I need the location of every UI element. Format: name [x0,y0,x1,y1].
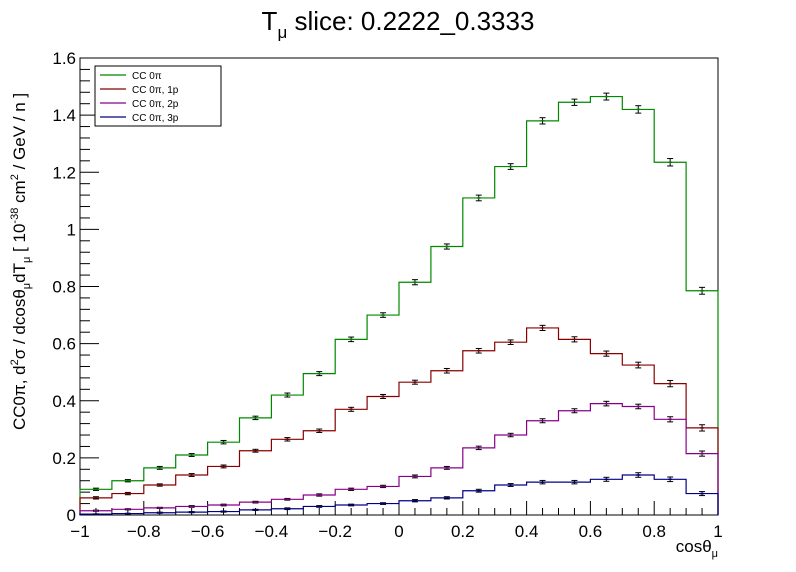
y-axis-label-part: dT [10,263,29,283]
y-axis-label-sup: 2 [9,359,21,365]
y-axis-label-part: [ 10 [10,224,29,257]
legend-label: CC 0π [132,71,162,82]
y-axis-label-sup: 2 [9,174,21,180]
y-axis-label-sub: μ [21,283,33,289]
y-tick-label: 1 [67,220,76,239]
histogram-series [79,92,719,515]
x-tick-label: 0.2 [451,522,475,541]
x-tick-label: −0.8 [127,522,161,541]
y-tick-label: 1.4 [52,106,76,125]
legend-label: CC 0π, 3p [132,113,179,124]
y-tick-label: 0.6 [52,335,76,354]
x-tick-label: −0.2 [318,522,352,541]
y-tick-label: 1.6 [52,49,76,68]
x-tick-label: 0.8 [642,522,666,541]
legend-label: CC 0π, 2p [132,99,179,110]
legend-box [94,65,222,127]
x-tick-label: 1 [713,522,722,541]
x-tick-label: 0.6 [579,522,603,541]
y-axis-label-part: cm [10,180,29,207]
y-axis-label-sup: -38 [9,208,21,224]
chart-title-main: T [262,6,278,36]
y-tick-label: 1.2 [52,163,76,182]
y-axis-label-part: / GeV / n ] [10,93,29,174]
chart-title-sub: μ [277,23,287,42]
series-line-2 [79,327,719,515]
axis-ticks: −1 −0.8 −0.6 −0.4 −0.2 0 0.2 0.4 0.6 0.8 1 0 0.2 0.4 0… [52,49,722,541]
y-axis-label-part: CC0π, d [10,365,29,430]
x-axis-label-main: cosθ [676,537,712,556]
series-line-3 [79,403,719,515]
x-tick-label: −1 [70,522,89,541]
x-tick-label: −0.4 [255,522,289,541]
x-axis-label-sub: μ [712,548,718,560]
y-tick-label: 0.8 [52,278,76,297]
y-tick-label: 0.2 [52,449,76,468]
legend-label: CC 0π, 1p [132,85,179,96]
chart-title-rest: slice: 0.2222_0.3333 [287,6,534,36]
y-axis-label-part: σ / dcosθ [10,289,29,359]
legend: CC 0π CC 0π, 1p CC 0π, 2p CC 0π, 3p [94,65,222,127]
y-axis-label-sub: μ [21,257,33,263]
legend-items: CC 0π CC 0π, 1p CC 0π, 2p CC 0π, 3p [100,71,179,124]
chart-title: Tμ slice: 0.2222_0.3333 [262,6,535,42]
series-line-1 [79,95,719,515]
y-tick-label: 0.4 [52,392,76,411]
x-tick-label: 0.4 [515,522,539,541]
y-tick-label: 0 [67,506,76,525]
x-tick-label: 0 [394,522,403,541]
x-axis-label: cosθμ [676,537,718,560]
y-axis-label: CC0π, d2σ / dcosθμdTμ [ 10-38 cm2 / GeV … [9,93,33,430]
series-line-4 [79,474,719,515]
x-tick-label: −0.6 [191,522,225,541]
